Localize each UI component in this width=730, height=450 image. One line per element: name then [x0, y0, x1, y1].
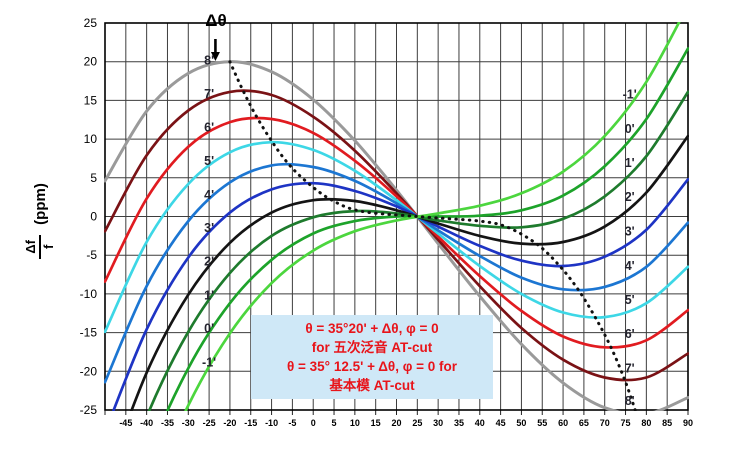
curve-label-right-1min: 1'	[625, 156, 635, 170]
series-curve-7min	[104, 89, 689, 382]
y-tick-label: -5	[86, 248, 97, 262]
annotation-line-2: for 五次泛音 AT-cut	[311, 340, 433, 355]
delta-theta-annotation: Δθ	[205, 11, 227, 30]
x-tick-label: -40	[140, 418, 153, 428]
curve-label-left-7min: 7'	[204, 87, 214, 101]
y-tick-label: -10	[80, 287, 98, 301]
curve-label-left-6min: 6'	[204, 120, 214, 134]
delta-theta-arrowhead-icon	[210, 52, 220, 61]
series-curve-3min	[111, 177, 689, 411]
x-tick-label: 40	[475, 418, 485, 428]
x-tick-label: 50	[516, 418, 526, 428]
curve-label-left-0min: 0'	[204, 322, 214, 336]
x-tick-label: 5	[332, 418, 337, 428]
x-tick-label: -15	[244, 418, 257, 428]
y-tick-label: 25	[84, 16, 98, 30]
curve-label-right-7min: 7'	[625, 361, 635, 375]
x-tick-label: 80	[641, 418, 651, 428]
x-tick-label: 30	[433, 418, 443, 428]
x-tick-label: -45	[119, 418, 132, 428]
y-tick-label: 0	[90, 210, 97, 224]
curve-label-left-4min: 4'	[204, 188, 214, 202]
curve-label-right-5min: 5'	[625, 293, 635, 307]
curve-label-left-1min: 1'	[204, 288, 214, 302]
x-tick-label: 15	[371, 418, 381, 428]
series-curve-8min	[104, 60, 689, 411]
series-curve-1min	[147, 90, 689, 411]
y-axis-unit: (ppm)	[31, 183, 49, 225]
y-tick-label: 10	[84, 132, 98, 146]
x-tick-label: -10	[265, 418, 278, 428]
x-tick-label: -25	[203, 418, 216, 428]
x-tick-label: -5	[288, 418, 296, 428]
curve-label-right--1min: -1'	[623, 87, 637, 101]
series-curve-6min	[104, 116, 689, 349]
curve-label-right-8min: 8'	[625, 394, 635, 408]
annotation-line-4: 基本模 AT-cut	[329, 378, 415, 393]
curve-label-left--1min: -1'	[202, 355, 216, 369]
annotation-line-3: θ = 35° 12.5' + Δθ, φ = 0 for	[286, 359, 457, 374]
x-tick-label: 20	[391, 418, 401, 428]
x-tick-label: -20	[223, 418, 236, 428]
x-tick-label: 75	[621, 418, 631, 428]
x-tick-label: 70	[600, 418, 610, 428]
x-tick-label: 60	[558, 418, 568, 428]
curve-label-left-5min: 5'	[204, 154, 214, 168]
x-tick-label: -30	[182, 418, 195, 428]
curve-label-right-3min: 3'	[625, 224, 635, 238]
x-tick-label: 0	[311, 418, 316, 428]
y-axis-label: Δf f (ppm)	[19, 155, 61, 287]
series-curve--1min	[184, 22, 681, 411]
curve-label-right-2min: 2'	[625, 190, 635, 204]
x-tick-label: 85	[662, 418, 672, 428]
annotation-box: θ = 35°20' + Δθ, φ = 0 for 五次泛音 AT-cut θ…	[251, 315, 493, 399]
delta-f-over-f-fraction: Δf f	[23, 234, 56, 259]
x-tick-label: -35	[161, 418, 174, 428]
delta-theta-locus-dotted-line	[228, 60, 638, 411]
y-tick-label: 5	[90, 171, 97, 185]
curve-label-right-0min: 0'	[625, 122, 635, 136]
series-curve-4min	[104, 162, 689, 384]
y-tick-label: 20	[84, 55, 98, 69]
x-tick-label: 45	[496, 418, 506, 428]
curve-label-left-2min: 2'	[204, 255, 214, 269]
curve-label-right-4min: 4'	[625, 259, 635, 273]
x-tick-label: 90	[683, 418, 693, 428]
x-tick-label: 25	[412, 418, 422, 428]
fraction-denominator: f	[41, 244, 56, 249]
series-curve-0min	[165, 47, 689, 411]
y-tick-label: -25	[80, 403, 98, 417]
y-tick-label: 15	[84, 93, 98, 107]
x-tick-label: 65	[579, 418, 589, 428]
y-tick-label: -20	[80, 364, 98, 378]
x-tick-label: 10	[350, 418, 360, 428]
x-tick-label: 35	[454, 418, 464, 428]
curve-label-right-6min: 6'	[625, 327, 635, 341]
annotation-line-1: θ = 35°20' + Δθ, φ = 0	[305, 321, 439, 336]
fraction-numerator: Δf	[23, 239, 39, 254]
curve-label-left-3min: 3'	[204, 221, 214, 235]
series-curve-2min	[129, 134, 689, 411]
plot-border	[104, 22, 689, 411]
x-tick-label: 55	[537, 418, 547, 428]
curve-label-left-8min: 8'	[204, 54, 214, 68]
series-curve-5min	[104, 140, 689, 334]
y-tick-label: -15	[80, 326, 98, 340]
